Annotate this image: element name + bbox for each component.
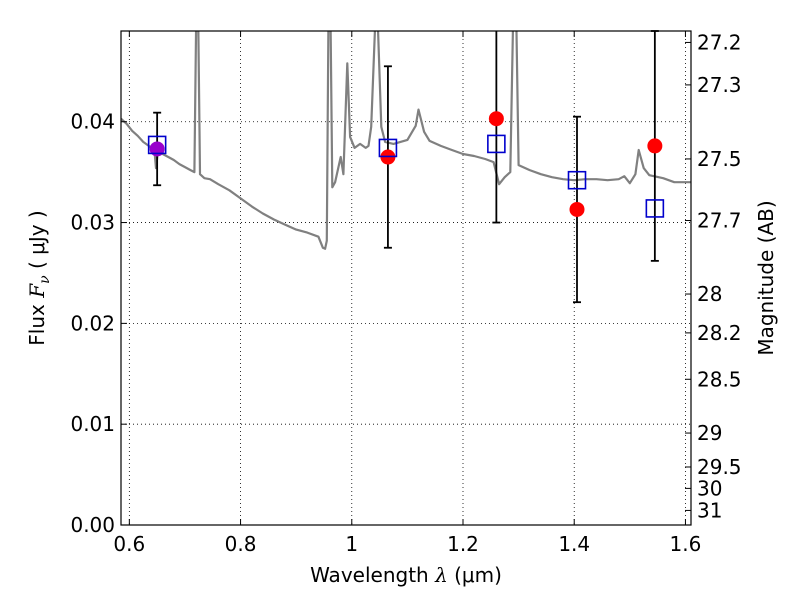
plot-frame	[120, 30, 692, 526]
magnitude-tick-label: 28.2	[697, 321, 742, 345]
y-axis-ticks: 0.00 0.01 0.02 0.03 0.04	[70, 110, 127, 537]
y-tick-label: 0.04	[70, 110, 115, 134]
grid	[121, 31, 691, 526]
model-spectrum	[121, 31, 691, 250]
spectrum-line	[121, 31, 691, 250]
observed-point	[569, 201, 585, 217]
error-bars	[153, 30, 659, 304]
observed-point	[488, 111, 504, 127]
model-point	[378, 138, 398, 158]
magnitude-tick-label: 28	[697, 282, 722, 306]
magnitude-axis-label: Magnitude (AB)	[754, 200, 778, 355]
y-axis-label: Flux Fν ( μJy )	[25, 210, 53, 345]
magnitude-tick-label: 27.5	[697, 147, 742, 171]
magnitude-tick-label: 29	[697, 421, 722, 445]
y-tick-label: 0.01	[70, 412, 115, 436]
model-point	[567, 170, 587, 190]
magnitude-tick-label: 27.2	[697, 30, 742, 54]
y-tick-label: 0.00	[70, 513, 115, 537]
y-tick-label: 0.03	[70, 211, 115, 235]
x-tick-label: 1	[345, 532, 358, 556]
observed-flux-points	[149, 111, 663, 217]
magnitude-tick-label: 31	[697, 498, 722, 522]
magnitude-tick-label: 29.5	[697, 455, 742, 479]
x-tick-label: 1.6	[670, 532, 702, 556]
model-point	[147, 135, 167, 155]
x-tick-label: 0.6	[113, 532, 145, 556]
observed-point	[647, 138, 663, 154]
magnitude-tick-label: 27.7	[697, 209, 742, 233]
model-photometry-points	[147, 134, 665, 218]
x-axis-ticks: 0.6 0.8 1 1.2 1.4 1.6	[113, 31, 701, 556]
model-point	[487, 134, 506, 154]
x-tick-label: 1.4	[558, 532, 590, 556]
x-tick-label: 1.2	[447, 532, 479, 556]
x-tick-label: 0.8	[225, 532, 257, 556]
x-axis-label: Wavelength λ (μm)	[310, 563, 502, 587]
y-tick-label: 0.02	[70, 311, 115, 335]
magnitude-tick-label: 30	[697, 476, 722, 500]
magnitude-tick-label: 28.5	[697, 367, 742, 391]
model-point	[645, 199, 665, 218]
magnitude-tick-label: 27.3	[697, 73, 742, 97]
